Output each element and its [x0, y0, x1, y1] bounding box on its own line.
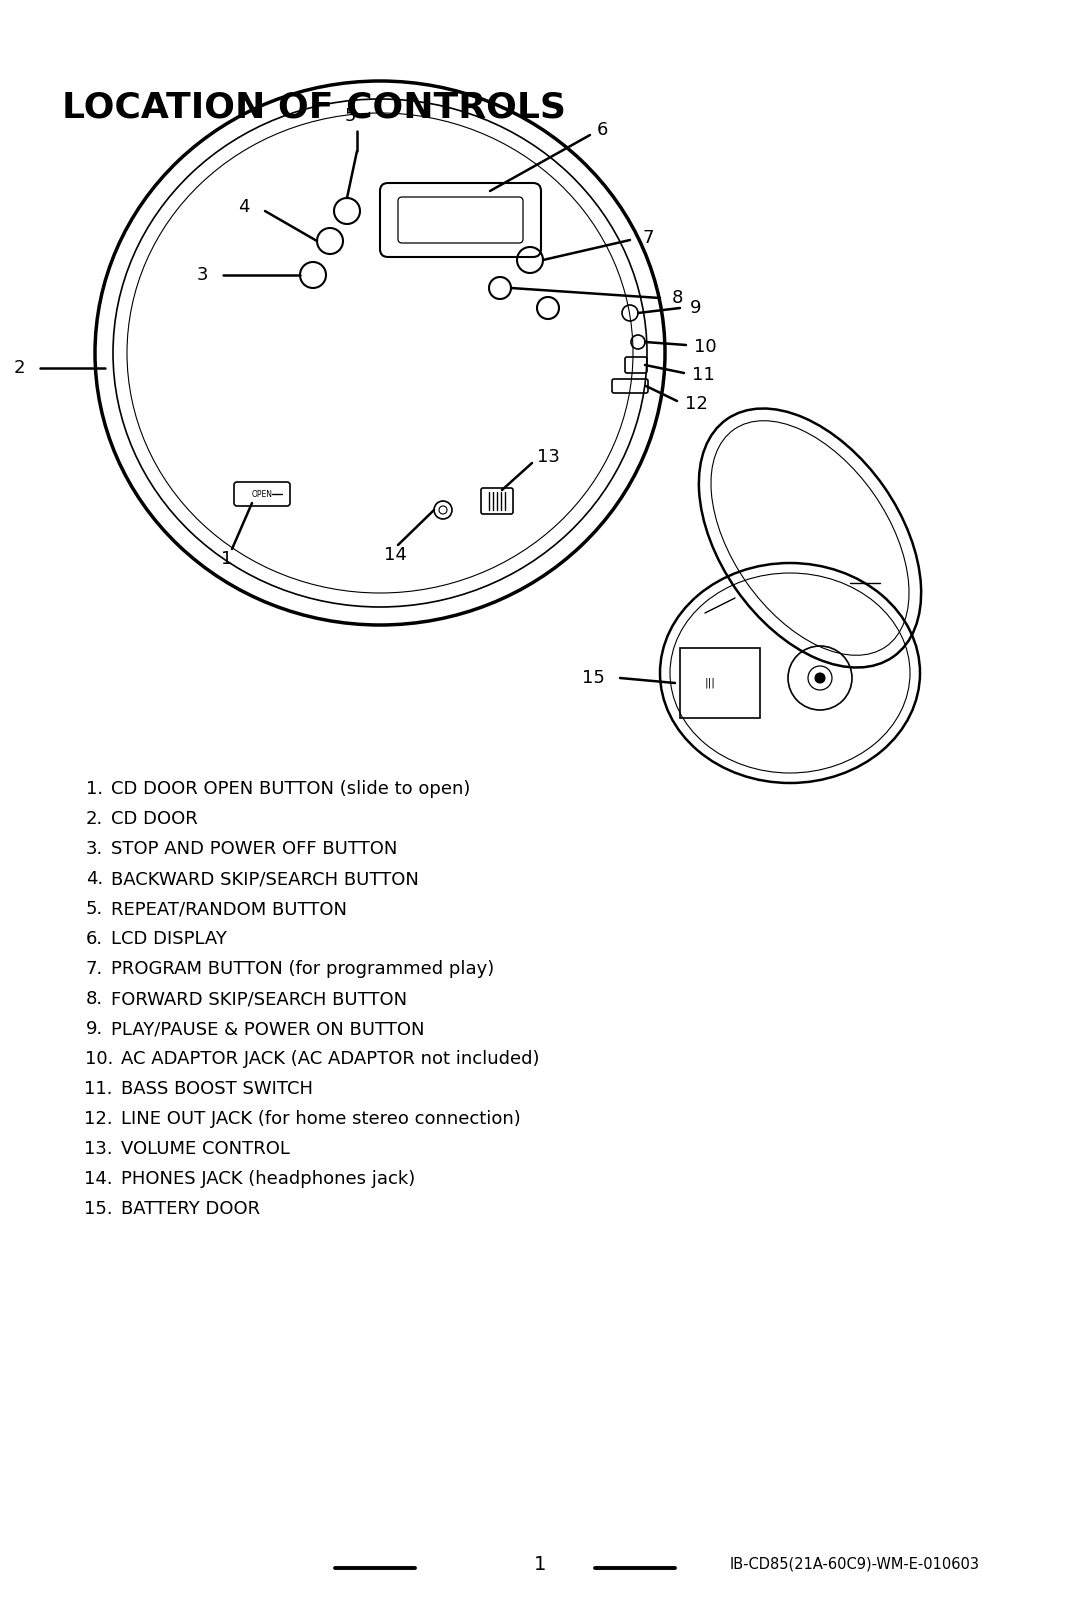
- Text: 5.: 5.: [85, 900, 103, 917]
- Text: 8: 8: [672, 290, 684, 307]
- Text: 3.: 3.: [85, 840, 103, 858]
- Text: 6.: 6.: [86, 930, 103, 948]
- Text: 11.: 11.: [84, 1079, 113, 1099]
- Text: 8.: 8.: [86, 990, 103, 1008]
- Text: AC ADAPTOR JACK (AC ADAPTOR not included): AC ADAPTOR JACK (AC ADAPTOR not included…: [121, 1050, 540, 1068]
- Text: 14: 14: [383, 545, 406, 565]
- Text: 1: 1: [221, 550, 232, 568]
- Text: 7.: 7.: [85, 959, 103, 977]
- Text: 5: 5: [345, 107, 355, 125]
- Circle shape: [815, 673, 825, 683]
- Text: 4: 4: [239, 197, 249, 215]
- Text: 10.: 10.: [84, 1050, 113, 1068]
- Text: CD DOOR OPEN BUTTON (slide to open): CD DOOR OPEN BUTTON (slide to open): [111, 780, 471, 798]
- Text: 3: 3: [197, 265, 208, 285]
- Text: LINE OUT JACK (for home stereo connection): LINE OUT JACK (for home stereo connectio…: [121, 1110, 521, 1128]
- Text: |||: |||: [704, 678, 715, 688]
- Text: BASS BOOST SWITCH: BASS BOOST SWITCH: [121, 1079, 313, 1099]
- Text: 6: 6: [597, 121, 608, 139]
- Text: CD DOOR: CD DOOR: [111, 811, 198, 828]
- Text: IB-CD85(21A-60C9)-WM-E-010603: IB-CD85(21A-60C9)-WM-E-010603: [730, 1557, 980, 1571]
- Text: 4.: 4.: [85, 870, 103, 888]
- Text: PLAY/PAUSE & POWER ON BUTTON: PLAY/PAUSE & POWER ON BUTTON: [111, 1019, 424, 1039]
- Text: 10: 10: [694, 338, 717, 356]
- Text: 1: 1: [534, 1555, 546, 1573]
- Text: REPEAT/RANDOM BUTTON: REPEAT/RANDOM BUTTON: [111, 900, 347, 917]
- Text: 15: 15: [582, 668, 605, 688]
- Text: 2.: 2.: [85, 811, 103, 828]
- Text: STOP AND POWER OFF BUTTON: STOP AND POWER OFF BUTTON: [111, 840, 397, 858]
- Text: 11: 11: [692, 366, 715, 383]
- Text: BATTERY DOOR: BATTERY DOOR: [121, 1201, 260, 1218]
- Text: LOCATION OF CONTROLS: LOCATION OF CONTROLS: [62, 91, 566, 125]
- Text: 1.: 1.: [86, 780, 103, 798]
- Text: 2: 2: [13, 359, 25, 377]
- Text: BACKWARD SKIP/SEARCH BUTTON: BACKWARD SKIP/SEARCH BUTTON: [111, 870, 419, 888]
- Text: 7: 7: [643, 230, 654, 248]
- Text: 13.: 13.: [84, 1141, 113, 1158]
- Text: 13: 13: [537, 448, 559, 466]
- Text: 9.: 9.: [85, 1019, 103, 1039]
- Text: 12.: 12.: [84, 1110, 113, 1128]
- Text: OPEN: OPEN: [252, 490, 272, 498]
- Text: 14.: 14.: [84, 1170, 113, 1188]
- Text: 12: 12: [685, 395, 707, 413]
- Text: 15.: 15.: [84, 1201, 113, 1218]
- Text: FORWARD SKIP/SEARCH BUTTON: FORWARD SKIP/SEARCH BUTTON: [111, 990, 407, 1008]
- Text: PHONES JACK (headphones jack): PHONES JACK (headphones jack): [121, 1170, 415, 1188]
- Text: 9: 9: [690, 299, 702, 317]
- Text: PROGRAM BUTTON (for programmed play): PROGRAM BUTTON (for programmed play): [111, 959, 495, 977]
- Text: LCD DISPLAY: LCD DISPLAY: [111, 930, 227, 948]
- Text: VOLUME CONTROL: VOLUME CONTROL: [121, 1141, 289, 1158]
